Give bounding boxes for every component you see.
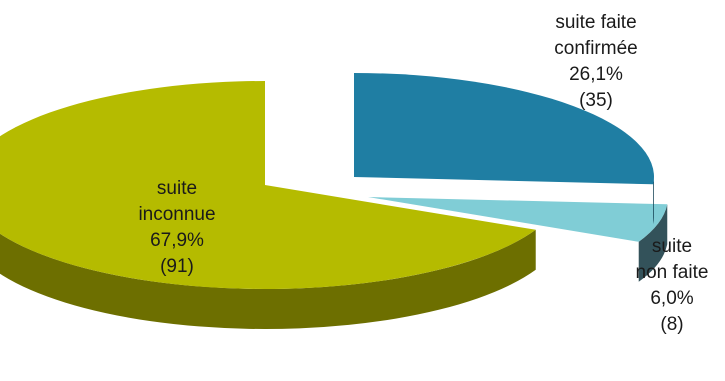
slice-label-suite-faite-confirmee: suite faite confirmée 26,1% (35) [511, 10, 681, 114]
slice-label-line: inconnue [138, 204, 216, 225]
pie-slice-side [653, 177, 654, 225]
slice-count-label: (35) [579, 90, 613, 111]
pie-slice-1 [368, 197, 668, 282]
slice-count-label: (8) [660, 314, 684, 335]
slice-label-suite-non-faite: suite non faite 6,0% (8) [617, 234, 725, 338]
pie-slice-side [0, 229, 536, 329]
slice-label-line: confirmée [554, 38, 638, 59]
slice-label-line: suite [156, 178, 198, 199]
pie-slice-2 [0, 81, 536, 329]
slice-label-line: suite faite [555, 12, 637, 33]
slice-percent-label: 26,1% [569, 64, 623, 85]
slice-percent-label: 6,0% [650, 288, 694, 309]
pie-slice-side [638, 204, 668, 282]
pie-slice-top [0, 81, 536, 289]
slice-percent-label: 67,9% [150, 230, 204, 251]
slice-label-line: suite [651, 236, 693, 257]
slice-count-label: (91) [160, 256, 194, 277]
slice-label-suite-inconnue: suite inconnue 67,9% (91) [92, 176, 262, 280]
pie-slice-top [368, 197, 668, 242]
pie-slice-0 [354, 73, 654, 225]
slice-label-line: non faite [635, 262, 709, 283]
pie-slice-top [354, 73, 654, 185]
